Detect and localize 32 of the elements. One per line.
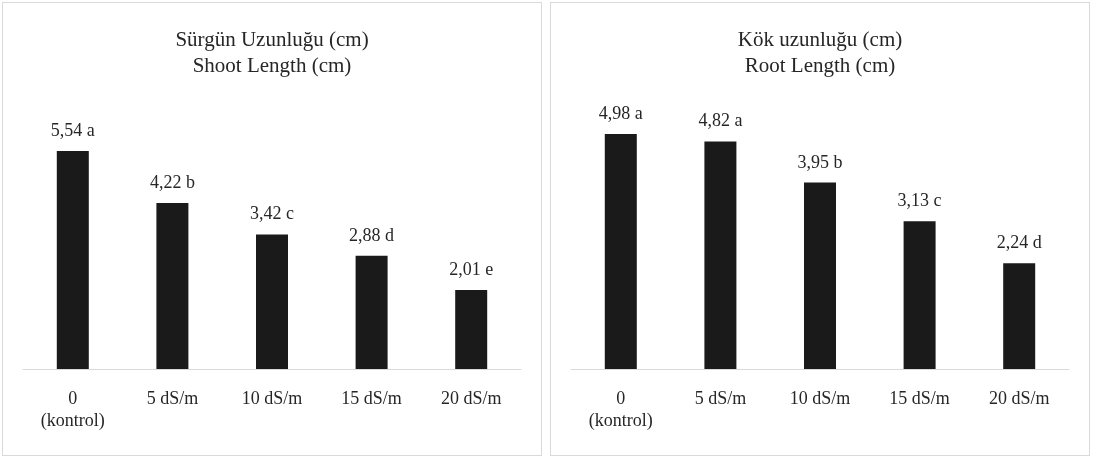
x-tick-label: 0 (kontrol) xyxy=(40,388,105,431)
bar xyxy=(355,255,388,369)
data-label: 4,22 b xyxy=(149,172,195,193)
bar xyxy=(804,182,836,369)
data-label: 2,01 e xyxy=(449,258,494,279)
bar xyxy=(903,221,936,369)
data-label: 3,95 b xyxy=(797,151,843,172)
x-tick-label: 5 dS/m xyxy=(694,388,747,408)
x-tick-label: 10 dS/m xyxy=(789,388,851,408)
x-tick-label: 20 dS/m xyxy=(440,388,502,408)
x-tick-label: 0 (kontrol) xyxy=(588,388,653,431)
data-label: 3,13 c xyxy=(897,190,942,211)
chart-title: Kök uzunluğu (cm) Root Length (cm) xyxy=(737,27,903,77)
data-label: 2,88 d xyxy=(349,224,395,245)
bar xyxy=(256,234,288,369)
chart-title: Sürgün Uzunluğu (cm) Shoot Length (cm) xyxy=(175,27,369,77)
x-tick-label: 15 dS/m xyxy=(889,388,950,408)
bar xyxy=(704,141,737,369)
x-tick-label: 15 dS/m xyxy=(341,388,402,408)
x-tick-label: 10 dS/m xyxy=(241,388,303,408)
data-label: 2,24 d xyxy=(996,232,1042,253)
data-label: 4,98 a xyxy=(598,102,643,123)
data-label: 3,42 c xyxy=(250,203,294,224)
data-label: 5,54 a xyxy=(50,120,95,141)
bar xyxy=(604,133,637,369)
x-tick-label: 20 dS/m xyxy=(988,388,1050,408)
bar xyxy=(1003,263,1036,369)
x-tick-label: 5 dS/m xyxy=(146,388,199,408)
bar xyxy=(455,289,488,369)
bar xyxy=(56,151,89,369)
data-label: 4,82 a xyxy=(698,110,743,131)
bar xyxy=(156,203,189,369)
